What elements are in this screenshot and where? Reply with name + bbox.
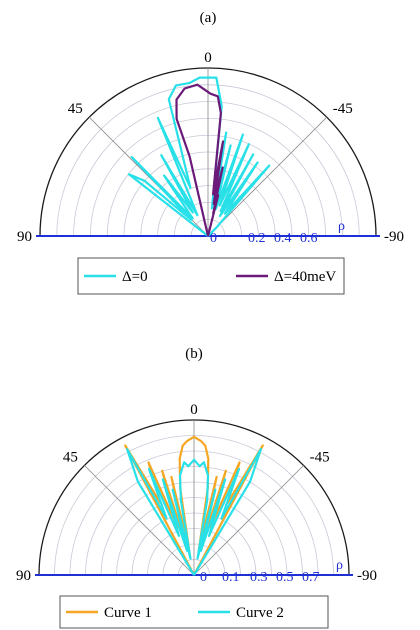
radial-tick-label: 0 [210, 231, 217, 246]
radial-tick-label: 0.2 [248, 231, 266, 246]
angle-label-90: 90 [17, 229, 32, 245]
legend-label-2: Curve 2 [236, 605, 284, 621]
angle-label-minus90: -90 [384, 229, 404, 245]
angle-spoke [207, 116, 328, 237]
series-line-1 [127, 76, 271, 237]
series-line-2 [126, 448, 262, 576]
angle-label-90: 90 [16, 568, 31, 584]
legend-box [77, 257, 345, 295]
panel-title: (b) [185, 346, 203, 362]
series-line-2 [175, 83, 225, 237]
panel-title: (a) [200, 10, 217, 26]
legend-label-1: Δ=0 [122, 269, 148, 285]
angle-label-45: 45 [63, 449, 78, 465]
angle-spoke [84, 465, 195, 576]
radial-tick-label: 0.6 [300, 231, 318, 246]
radial-tick-label: 0.1 [222, 570, 240, 585]
radial-axis-label: ρ [338, 219, 345, 234]
radial-axis-label: ρ [336, 558, 343, 573]
legend-box [59, 595, 329, 629]
radial-tick-label: 0.5 [276, 570, 294, 585]
angle-label-0: 0 [204, 50, 212, 66]
angle-label-45: 45 [68, 101, 83, 117]
legend-label-1: Curve 1 [104, 605, 152, 621]
angle-label-minus45: -45 [333, 101, 353, 117]
angle-label-minus90: -90 [357, 568, 377, 584]
radial-tick-label: 0 [200, 570, 207, 585]
radial-tick-label: 0.7 [302, 570, 320, 585]
radial-tick-label: 0.4 [274, 231, 292, 246]
radial-tick-label: 0.3 [250, 570, 268, 585]
angle-label-0: 0 [190, 402, 198, 418]
angle-spoke [193, 465, 304, 576]
angle-label-minus45: -45 [310, 449, 330, 465]
legend-label-2: Δ=40meV [274, 269, 336, 285]
